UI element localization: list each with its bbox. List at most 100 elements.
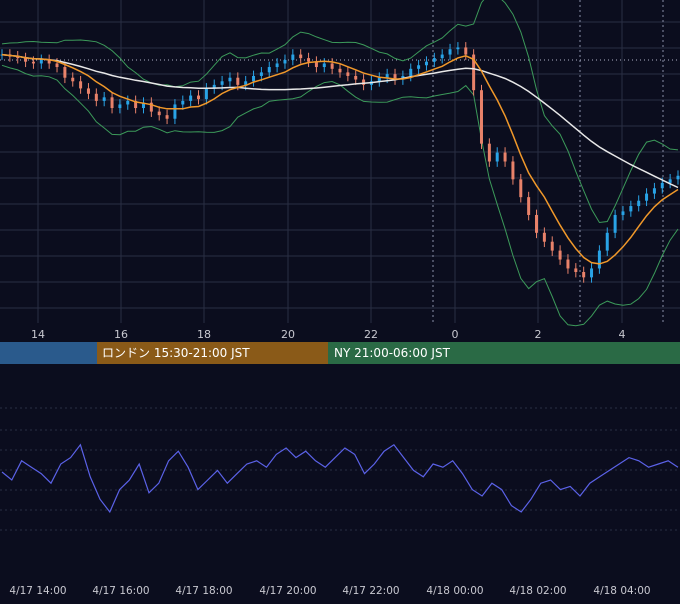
candle-body xyxy=(86,88,90,94)
candle-body xyxy=(47,59,51,64)
price-x-tick-label: 22 xyxy=(364,328,378,341)
candle-body xyxy=(173,104,177,119)
candle-body xyxy=(487,143,491,162)
price-x-tick-label: 2 xyxy=(535,328,542,341)
candle-body xyxy=(472,54,476,91)
candle-body xyxy=(346,72,350,76)
candle-body xyxy=(204,88,208,100)
candle-body xyxy=(55,63,59,68)
candle-body xyxy=(94,93,98,101)
candle-body xyxy=(157,111,161,116)
candle-body xyxy=(597,250,601,269)
candle-body xyxy=(519,179,523,198)
candle-body xyxy=(126,100,130,105)
candle-body xyxy=(354,75,358,80)
candle-body xyxy=(24,58,28,62)
candle-body xyxy=(503,152,507,162)
oscillator-panel: 4/17 14:00 4/17 16:00 4/17 18:00 4/17 20:00… xyxy=(0,407,680,597)
price-x-tick-label: 16 xyxy=(114,328,128,341)
candle-body xyxy=(652,188,656,194)
candle-body xyxy=(440,54,444,59)
bollinger-upper xyxy=(1,0,679,224)
candle-body xyxy=(141,102,145,109)
candle-body xyxy=(558,250,562,260)
candle-body xyxy=(424,61,428,66)
candle-body xyxy=(550,241,554,251)
moving-average-short xyxy=(1,53,679,265)
candle-body xyxy=(574,268,578,273)
candle-body xyxy=(16,56,20,59)
candle-body xyxy=(409,68,413,76)
candle-body xyxy=(645,193,649,201)
candle-body xyxy=(275,63,279,68)
session-tokyo-block xyxy=(0,342,97,364)
candle-body xyxy=(330,63,334,69)
candle-body xyxy=(542,232,546,242)
oscillator-x-tick-label: 4/18 02:00 xyxy=(509,585,566,597)
candle-body xyxy=(149,102,153,112)
candle-body xyxy=(102,97,106,101)
oscillator-x-tick-label: 4/17 20:00 xyxy=(259,585,316,597)
candle-body xyxy=(362,79,366,85)
bollinger-lower xyxy=(1,64,679,327)
candle-body xyxy=(197,95,201,100)
price-x-tick-label: 18 xyxy=(197,328,211,341)
candle-body xyxy=(613,214,617,233)
price-x-tick-label: 0 xyxy=(452,328,459,341)
candle-body xyxy=(590,268,594,278)
session-ny-label: NY 21:00-06:00 JST xyxy=(334,346,451,360)
candle-body xyxy=(299,54,303,59)
candle-body xyxy=(244,81,248,85)
candle-body xyxy=(448,49,452,55)
oscillator-x-tick-label: 4/17 16:00 xyxy=(92,585,149,597)
moving-average-long xyxy=(1,53,679,189)
candle-body xyxy=(637,200,641,207)
oscillator-x-tick-label: 4/17 14:00 xyxy=(9,585,66,597)
candle-body xyxy=(432,58,436,62)
session-ny-block xyxy=(328,342,680,364)
candle-body xyxy=(495,152,499,162)
candle-body xyxy=(39,59,43,64)
candle-body xyxy=(165,115,169,119)
candle-body xyxy=(63,67,67,78)
price-x-tick-label: 4 xyxy=(619,328,626,341)
candle-body xyxy=(417,65,421,69)
candle-body xyxy=(535,214,539,233)
price-x-tick-label: 20 xyxy=(281,328,295,341)
candle-body xyxy=(377,77,381,82)
candle-body xyxy=(676,175,680,180)
candle-body xyxy=(252,75,256,82)
oscillator-x-tick-label: 4/17 18:00 xyxy=(175,585,232,597)
candle-body xyxy=(582,272,586,278)
candle-body xyxy=(307,58,311,62)
session-bar: ロンドン 15:30-21:00 JST NY 21:00-06:00 JST xyxy=(0,342,680,364)
session-london-label: ロンドン 15:30-21:00 JST xyxy=(102,346,250,360)
candle-body xyxy=(212,84,216,89)
candle-body xyxy=(668,179,672,183)
candle-body xyxy=(338,68,342,73)
candle-body xyxy=(181,100,185,105)
oscillator-x-tick-label: 4/17 22:00 xyxy=(342,585,399,597)
candle-body xyxy=(189,95,193,101)
candle-body xyxy=(228,77,232,82)
candle-body xyxy=(527,197,531,215)
candle-body xyxy=(322,63,326,68)
candle-body xyxy=(385,74,389,78)
candle-body xyxy=(236,77,240,85)
price-panel: 14 16 18 20 22 0 2 4 xyxy=(0,0,680,341)
candle-body xyxy=(283,59,287,64)
oscillator-line xyxy=(1,443,679,514)
oscillator-x-tick-label: 4/18 04:00 xyxy=(593,585,650,597)
candle-body xyxy=(479,90,483,144)
candle-body xyxy=(267,67,271,73)
price-x-tick-label: 14 xyxy=(31,328,45,341)
candle-body xyxy=(220,81,224,85)
candle-body xyxy=(621,211,625,215)
candle-body xyxy=(605,232,609,251)
session-london-block xyxy=(97,342,328,364)
candle-body xyxy=(118,104,122,109)
candle-body xyxy=(464,47,468,55)
candle-body xyxy=(456,47,460,50)
